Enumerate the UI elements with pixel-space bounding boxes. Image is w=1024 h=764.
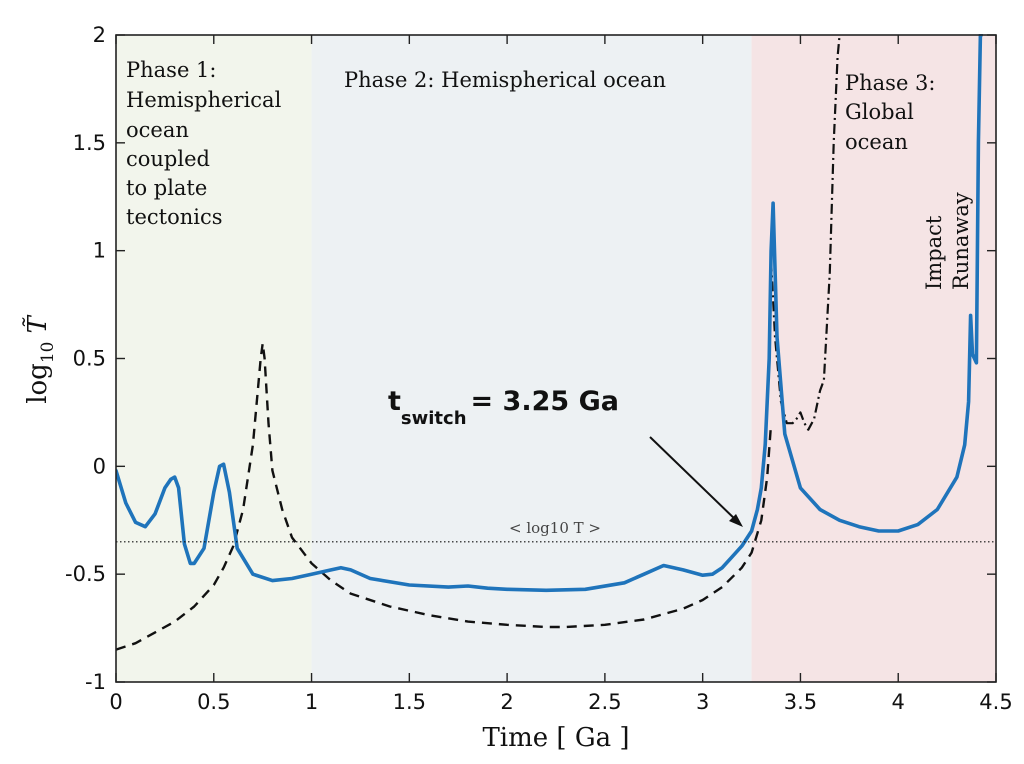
phase3-line: Phase 3:	[845, 71, 936, 95]
x-tick-label: 2	[500, 690, 513, 714]
x-tick-label: 2.5	[588, 690, 621, 714]
y-tick-label: 1.5	[73, 131, 106, 155]
phase1-line: tectonics	[126, 205, 223, 229]
phase1-line: ocean	[126, 118, 189, 142]
phase-band-2	[311, 35, 752, 682]
phase1-line: Phase 1:	[126, 58, 217, 82]
phase3-line: Global	[845, 100, 914, 124]
phase-bands	[116, 35, 996, 682]
switch-annotation: tswitch= 3.25 Ga	[388, 386, 619, 429]
phase1-line: to plate	[126, 176, 207, 200]
x-axis-title: Time [ Ga ]	[482, 723, 629, 753]
mean-line-label: < log10 T >	[509, 519, 601, 537]
series-layer	[116, 34, 984, 651]
impact-label: Impact	[922, 215, 946, 290]
x-tick-label: 4.5	[979, 690, 1012, 714]
series-dashed-line	[116, 342, 773, 651]
y-axis-symbol: T̃	[22, 315, 53, 334]
axes: 0 0.5 1 1.5 2 2.5 3 3.5 4 4.5 -1 -0.5 0 0.5 1 1.5 2	[65, 23, 1013, 714]
y-tick-label: -0.5	[65, 562, 106, 586]
switch-arrow	[649, 436, 740, 524]
phase2-label: Phase 2: Hemispherical ocean	[344, 68, 666, 92]
phase-band-3	[751, 35, 996, 682]
y-tick-label: -1	[85, 670, 106, 694]
x-tick-label: 4	[892, 690, 905, 714]
phase1-label: Phase 1: Hemispherical ocean coupled to …	[126, 58, 288, 229]
series-dashdot-line	[770, 34, 841, 431]
y-tick-label: 1	[93, 239, 106, 263]
series-solid-line	[116, 34, 984, 593]
y-tick-label: 2	[93, 23, 106, 47]
phase3-label: Phase 3: Global ocean	[845, 71, 942, 154]
y-tick-label: 0	[93, 454, 106, 478]
switch-subscript: switch	[401, 408, 467, 429]
x-tick-label: 0.5	[197, 690, 230, 714]
runaway-label: Runaway	[949, 192, 973, 290]
phase1-line: Hemispherical	[126, 88, 282, 112]
x-tick-label: 1.5	[393, 690, 426, 714]
switch-arrowhead	[729, 514, 743, 527]
y-axis-log: log	[23, 363, 53, 404]
phase1-line: coupled	[126, 147, 210, 171]
x-tick-label: 1	[305, 690, 318, 714]
y-axis-title: log10 T̃	[22, 315, 58, 404]
switch-value: = 3.25 Ga	[471, 386, 619, 417]
x-tick-label: 3	[696, 690, 709, 714]
switch-t: t	[388, 386, 401, 417]
phase3-line: ocean	[845, 130, 908, 154]
x-tick-label: 3.5	[784, 690, 817, 714]
y-axis-sub: 10	[38, 342, 58, 364]
y-tick-label: 0.5	[73, 347, 106, 371]
x-tick-label: 0	[109, 690, 122, 714]
mean-line-group: < log10 T >	[116, 519, 996, 543]
phase-band-1	[116, 35, 312, 682]
